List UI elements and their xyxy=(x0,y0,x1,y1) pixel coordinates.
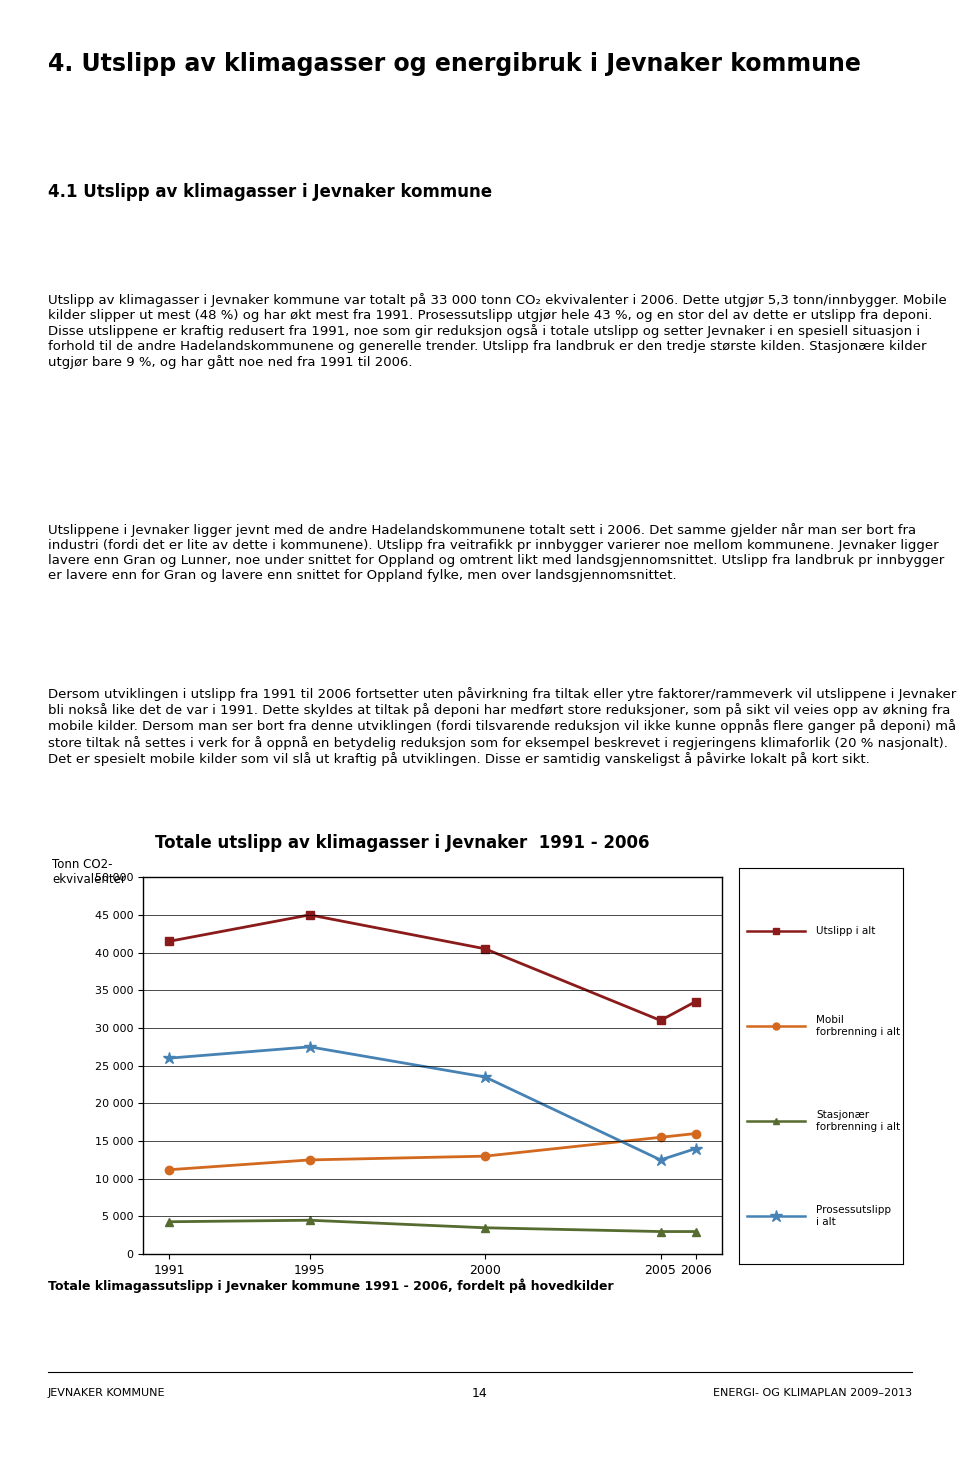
Mobil
forbrenning i alt xyxy=(304,1152,316,1169)
Text: 4. Utslipp av klimagasser og energibruk i Jevnaker kommune: 4. Utslipp av klimagasser og energibruk … xyxy=(48,51,861,76)
Prosessutslipp
i alt xyxy=(304,1039,316,1056)
Mobil
forbrenning i alt xyxy=(163,1161,175,1178)
Text: 4.1 Utslipp av klimagasser i Jevnaker kommune: 4.1 Utslipp av klimagasser i Jevnaker ko… xyxy=(48,182,492,201)
Text: ENERGI- OG KLIMAPLAN 2009–2013: ENERGI- OG KLIMAPLAN 2009–2013 xyxy=(713,1388,912,1398)
Text: JEVNAKER KOMMUNE: JEVNAKER KOMMUNE xyxy=(48,1388,165,1398)
Utslipp i alt xyxy=(163,933,175,950)
Mobil
forbrenning i alt xyxy=(690,1125,702,1143)
Utslipp i alt xyxy=(479,940,491,958)
Text: 14: 14 xyxy=(472,1387,488,1400)
Text: Tonn CO2-
ekvivalenter: Tonn CO2- ekvivalenter xyxy=(52,858,126,886)
Text: Totale klimagassutslipp i Jevnaker kommune 1991 - 2006, fordelt på hovedkilder: Totale klimagassutslipp i Jevnaker kommu… xyxy=(48,1278,613,1293)
Text: Utslipp i alt: Utslipp i alt xyxy=(816,925,876,936)
Prosessutslipp
i alt xyxy=(163,1049,175,1066)
Stasjonær
forbrenning i alt xyxy=(479,1219,491,1237)
Line: Stasjonær
forbrenning i alt: Stasjonær forbrenning i alt xyxy=(165,1216,700,1235)
Stasjonær
forbrenning i alt xyxy=(304,1212,316,1230)
Prosessutslipp
i alt xyxy=(479,1068,491,1086)
Utslipp i alt xyxy=(690,993,702,1011)
Text: Totale utslipp av klimagasser i Jevnaker  1991 - 2006: Totale utslipp av klimagasser i Jevnaker… xyxy=(155,834,650,852)
Text: Prosessutslipp
i alt: Prosessutslipp i alt xyxy=(816,1206,891,1227)
Prosessutslipp
i alt xyxy=(690,1140,702,1158)
Stasjonær
forbrenning i alt xyxy=(655,1222,666,1240)
Text: Stasjonær
forbrenning i alt: Stasjonær forbrenning i alt xyxy=(816,1111,900,1133)
Mobil
forbrenning i alt xyxy=(479,1147,491,1165)
Mobil
forbrenning i alt xyxy=(655,1128,666,1146)
Utslipp i alt xyxy=(655,1012,666,1030)
Stasjonær
forbrenning i alt xyxy=(690,1222,702,1240)
Text: Dersom utviklingen i utslipp fra 1991 til 2006 fortsetter uten påvirkning fra ti: Dersom utviklingen i utslipp fra 1991 ti… xyxy=(48,687,956,765)
Utslipp i alt xyxy=(304,906,316,924)
Line: Prosessutslipp
i alt: Prosessutslipp i alt xyxy=(163,1040,702,1166)
Line: Mobil
forbrenning i alt: Mobil forbrenning i alt xyxy=(165,1130,700,1174)
Text: Utslippene i Jevnaker ligger jevnt med de andre Hadelandskommunene totalt sett i: Utslippene i Jevnaker ligger jevnt med d… xyxy=(48,523,945,583)
Text: Mobil
forbrenning i alt: Mobil forbrenning i alt xyxy=(816,1015,900,1037)
Prosessutslipp
i alt xyxy=(655,1152,666,1169)
Line: Utslipp i alt: Utslipp i alt xyxy=(165,911,700,1024)
Text: Utslipp av klimagasser i Jevnaker kommune var totalt på 33 000 tonn CO₂ ekvivale: Utslipp av klimagasser i Jevnaker kommun… xyxy=(48,292,947,369)
Stasjonær
forbrenning i alt xyxy=(163,1213,175,1231)
